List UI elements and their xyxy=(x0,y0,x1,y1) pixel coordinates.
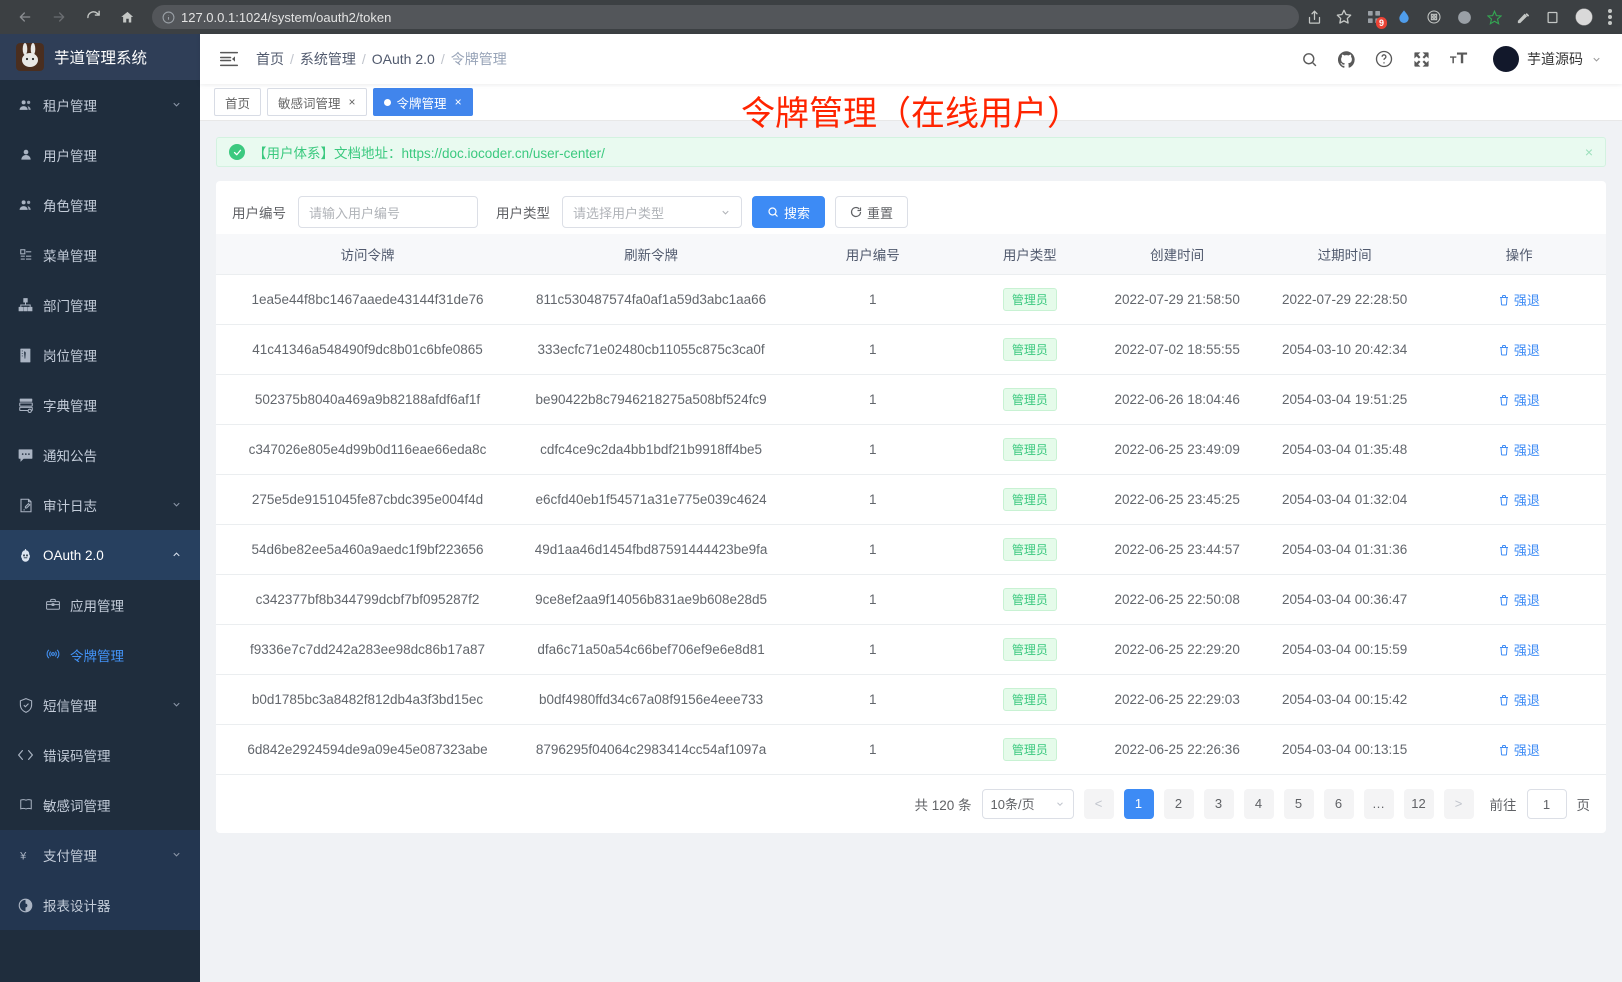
svg-text:¥: ¥ xyxy=(19,850,27,862)
